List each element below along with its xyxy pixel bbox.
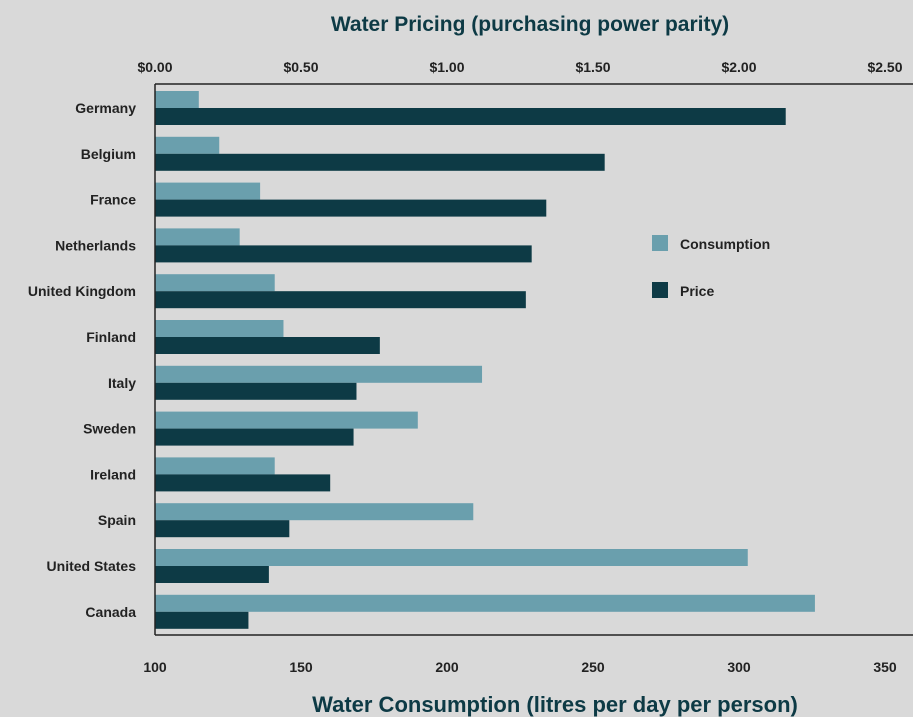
category-labels: Germany Belgium France Netherlands United Ki… <box>28 100 136 620</box>
bar-consumption <box>155 228 240 246</box>
bar-consumption <box>155 320 284 337</box>
category-label: Netherlands <box>55 237 136 253</box>
legend-swatch-price <box>652 282 668 298</box>
consumption-tick-label: 350 <box>873 659 897 675</box>
x-axis-label: Water Consumption (litres per day per pe… <box>312 692 798 717</box>
bar-price <box>155 611 249 629</box>
bar-price <box>155 566 269 583</box>
bar-price <box>155 428 354 446</box>
bar-price <box>155 108 786 125</box>
price-tick-label: $1.00 <box>429 59 464 75</box>
consumption-tick-label: 100 <box>143 659 167 675</box>
bar-consumption <box>155 503 474 521</box>
consumption-tick-label: 250 <box>581 659 605 675</box>
bar-consumption <box>155 136 220 154</box>
category-label: Spain <box>98 512 136 528</box>
consumption-tick-label: 300 <box>727 659 751 675</box>
category-label: Italy <box>108 375 136 391</box>
bar-consumption <box>155 365 483 383</box>
consumption-axis-ticks: 100 150 200 250 300 350 <box>143 659 897 675</box>
category-label: Ireland <box>90 466 136 482</box>
bar-consumption <box>155 594 815 612</box>
bar-price <box>155 153 605 171</box>
category-label: Belgium <box>81 146 136 162</box>
bar-price <box>155 291 526 309</box>
bar-price <box>155 337 380 354</box>
bar-consumption <box>155 411 418 429</box>
chart-title: Water Pricing (purchasing power parity) <box>331 13 729 36</box>
bar-price <box>155 245 532 263</box>
consumption-tick-label: 200 <box>435 659 459 675</box>
legend-swatch-consumption <box>652 235 668 251</box>
category-label: Sweden <box>83 421 136 437</box>
price-tick-label: $2.00 <box>721 59 756 75</box>
price-tick-label: $1.50 <box>575 59 610 75</box>
price-tick-label: $0.00 <box>137 59 172 75</box>
category-label: Germany <box>75 100 136 116</box>
price-tick-label: $2.50 <box>867 59 902 75</box>
category-label: France <box>90 192 136 208</box>
bar-consumption <box>155 182 261 200</box>
bar-consumption <box>155 457 275 475</box>
category-label: United Kingdom <box>28 283 136 299</box>
category-label: Canada <box>85 604 136 620</box>
bar-price <box>155 199 547 217</box>
consumption-tick-label: 150 <box>289 659 313 675</box>
bar-consumption <box>155 274 275 292</box>
bar-price <box>155 520 290 538</box>
category-label: United States <box>47 558 137 574</box>
price-tick-label: $0.50 <box>283 59 318 75</box>
price-axis-ticks: $0.00 $0.50 $1.00 $1.50 $2.00 $2.50 <box>137 59 902 75</box>
legend-label-consumption: Consumption <box>680 236 770 252</box>
bar-consumption <box>155 549 748 566</box>
category-label: Finland <box>86 329 136 345</box>
legend: Consumption Price <box>652 235 770 299</box>
legend-label-price: Price <box>680 283 714 299</box>
bar-price <box>155 474 331 492</box>
bars <box>155 91 815 629</box>
bar-price <box>155 382 357 400</box>
bar-consumption <box>155 91 199 108</box>
